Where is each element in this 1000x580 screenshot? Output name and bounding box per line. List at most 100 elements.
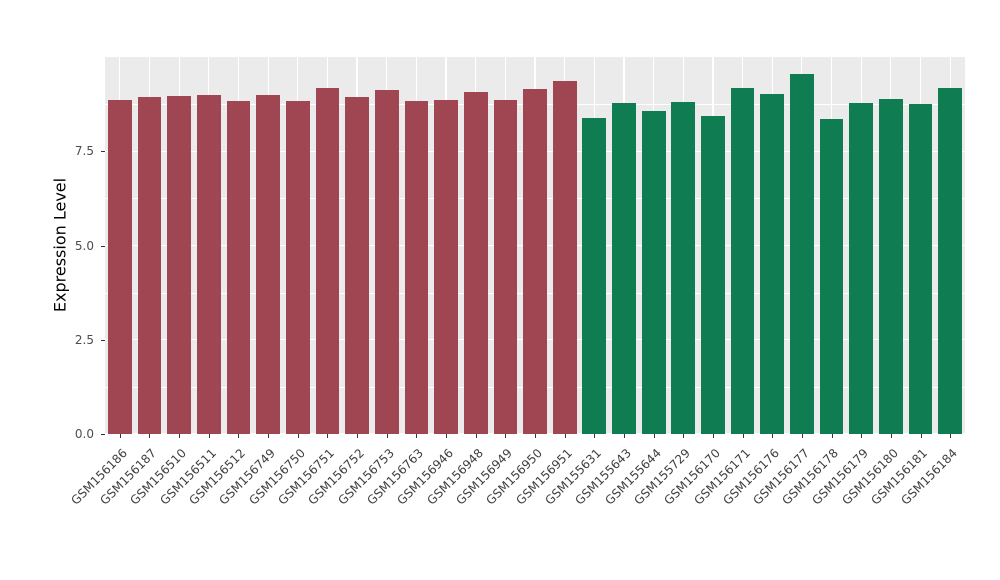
bar-GSM156948 (463, 92, 488, 434)
bar-GSM156951 (552, 81, 577, 434)
x-tick-mark (179, 434, 181, 438)
bar-slot (876, 57, 906, 434)
x-axis: GSM156186 GSM156187 GSM156510 GSM156511 GSM1… (68, 434, 965, 567)
bar-slot (609, 57, 639, 434)
bar-GSM156177 (790, 73, 814, 434)
bar-GSM155643 (612, 103, 636, 434)
bar-GSM156181 (908, 104, 933, 434)
bar-GSM156180 (879, 98, 903, 434)
bar-GSM156179 (849, 103, 874, 434)
x-tick-mark (861, 434, 863, 438)
x-tick-mark (950, 434, 952, 438)
bar-slot (164, 57, 194, 434)
bar-GSM156751 (315, 87, 340, 434)
bar-GSM156186 (107, 99, 132, 434)
x-tick-mark (416, 434, 418, 438)
y-tick-label: 2.5 (74, 332, 94, 347)
bar-GSM156949 (493, 99, 518, 434)
x-tick-mark (712, 434, 714, 438)
bar-slot (520, 57, 550, 434)
bar-slot (431, 57, 461, 434)
x-tick-mark (890, 434, 892, 438)
bar-GSM156510 (167, 96, 191, 434)
x-tick-mark (357, 434, 359, 438)
y-tick-label: 0.0 (74, 427, 94, 441)
y-tick-label: 7.5 (74, 144, 94, 159)
x-tick-mark (268, 434, 270, 438)
x-tick-mark (623, 434, 625, 438)
y-tick-mark (101, 339, 105, 341)
bar-slot (728, 57, 758, 434)
bar-slot (935, 57, 965, 434)
bar-GSM156511 (196, 95, 221, 434)
bar-slot (639, 57, 669, 434)
bar-GSM156750 (285, 101, 310, 434)
x-tick-mark (386, 434, 388, 438)
bar-GSM156171 (730, 87, 755, 434)
bar-GSM156184 (938, 87, 963, 434)
y-axis: 0.0 2.5 5.0 7.5 (0, 57, 100, 441)
bar-GSM155631 (582, 118, 607, 434)
bar-GSM156950 (523, 89, 547, 434)
bar-GSM156176 (760, 93, 785, 434)
bar-slot (817, 57, 847, 434)
bar-GSM156753 (374, 89, 399, 434)
x-tick-mark (446, 434, 448, 438)
x-tick-mark (831, 434, 833, 438)
bar-slot (668, 57, 698, 434)
bar-slot (105, 57, 135, 434)
bar-GSM156187 (137, 96, 162, 434)
x-tick-mark (119, 434, 121, 438)
bar-slot (757, 57, 787, 434)
bar-slot (224, 57, 254, 434)
x-tick-mark (594, 434, 596, 438)
x-tick-mark (564, 434, 566, 438)
bar-GSM155644 (641, 110, 666, 434)
y-tick-label: 5.0 (74, 238, 94, 253)
bar-GSM156178 (819, 118, 844, 434)
bar-GSM156512 (226, 101, 251, 434)
y-tick-mark (101, 151, 105, 153)
bar-slot (253, 57, 283, 434)
bars-container (105, 57, 965, 434)
bar-slot (787, 57, 817, 434)
x-tick-mark (208, 434, 210, 438)
x-tick-mark (920, 434, 922, 438)
bar-slot (402, 57, 432, 434)
x-tick-mark (327, 434, 329, 438)
bar-slot (698, 57, 728, 434)
bar-slot (846, 57, 876, 434)
y-tick-mark (101, 434, 105, 435)
x-tick-mark (535, 434, 536, 438)
x-tick-mark (297, 434, 299, 438)
x-tick-mark (475, 434, 477, 438)
x-tick-mark (742, 434, 744, 438)
bar-GSM156752 (345, 96, 369, 434)
bar-GSM156170 (701, 116, 725, 434)
bar-slot (313, 57, 343, 434)
bar-slot (550, 57, 580, 434)
y-tick-mark (101, 245, 105, 247)
bar-slot (491, 57, 521, 434)
bar-slot (372, 57, 402, 434)
bar-slot (283, 57, 313, 434)
bar-slot (194, 57, 224, 434)
bar-slot (342, 57, 372, 434)
x-tick-mark (801, 434, 803, 438)
x-tick-mark (238, 434, 240, 438)
x-tick-mark (683, 434, 685, 438)
bar-slot (135, 57, 165, 434)
x-tick-mark (653, 434, 655, 438)
bar-slot (580, 57, 610, 434)
bar-GSM156763 (404, 101, 429, 434)
bar-GSM155729 (671, 101, 696, 434)
bar-GSM156749 (256, 95, 280, 434)
x-tick-mark (505, 434, 507, 438)
bar-slot (461, 57, 491, 434)
x-tick-mark (149, 434, 151, 438)
chart-panel (105, 57, 965, 435)
x-tick-mark (772, 434, 774, 438)
bar-GSM156946 (434, 99, 458, 434)
bar-slot (906, 57, 936, 434)
